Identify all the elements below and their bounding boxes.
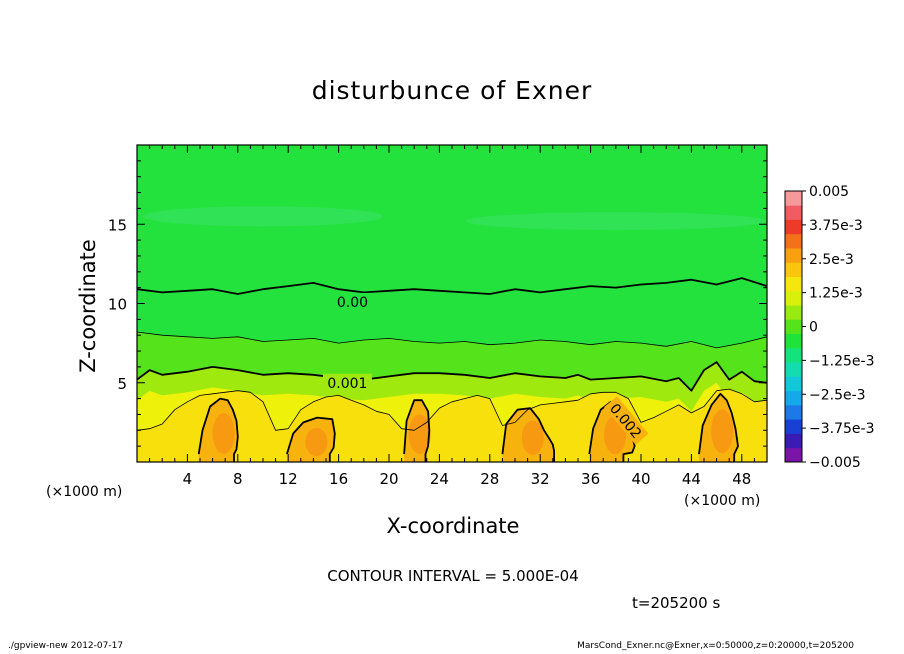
colorbar-band-2 — [785, 433, 802, 449]
field-core-center-4 — [521, 420, 544, 455]
colorbar-band-17 — [785, 219, 802, 235]
colorbar-band-1 — [785, 447, 802, 463]
y-axis-label: Z-coordinate — [76, 239, 100, 373]
contour-line-0.0015-4 — [137, 388, 767, 431]
contour-line-0.002-10 — [698, 392, 739, 462]
x-tick-label-12: 12 — [279, 470, 298, 488]
contour-line-0.002-8 — [501, 407, 555, 462]
x-tick-label-40: 40 — [631, 470, 650, 488]
colorbar-band-7 — [785, 362, 802, 377]
contour-line-0.002-5 — [197, 397, 239, 462]
colorbar-band-13 — [785, 276, 802, 292]
colorbar-label-4: 1.25e-3 — [809, 286, 863, 302]
colorbar-band-11 — [785, 305, 802, 320]
field-core-center-2 — [305, 427, 328, 457]
contour-line-0.002-7 — [403, 399, 431, 462]
contour-label-bg-2 — [322, 373, 372, 391]
colorbar-label-2: 3.75e-3 — [809, 218, 863, 234]
colorbar-label-6: −1.25e-3 — [809, 353, 874, 369]
contour-line-0.001-3 — [137, 361, 767, 392]
contour-label-bg-1 — [332, 292, 373, 310]
y-tick-label-15: 15 — [108, 216, 127, 234]
y-tick-label-5: 5 — [117, 375, 127, 393]
contour-label-group-1: 0.00 — [332, 292, 373, 311]
field-core-center-3 — [408, 414, 431, 454]
x-tick-label-16: 16 — [329, 470, 348, 488]
field-patch-upper-right — [465, 212, 766, 231]
x-tick-label-48: 48 — [732, 470, 751, 488]
field-core-center-1 — [212, 413, 235, 454]
x-tick-label-20: 20 — [379, 470, 398, 488]
colorbar-label-3: 2.5e-3 — [809, 252, 854, 268]
x-tick-label-8: 8 — [233, 470, 243, 488]
contour-line-0.002-6 — [286, 416, 336, 462]
colorbar-band-12 — [785, 290, 802, 306]
colorbar-band-6 — [785, 376, 802, 392]
colorbar-band-15 — [785, 248, 802, 263]
colorbar-band-16 — [785, 233, 802, 249]
x-axis-unit-right: (×1000 m) — [684, 493, 761, 509]
contour-label-2: 0.001 — [327, 376, 367, 392]
footer-source: MarsCond_Exner.nc@Exner,x=0:50000,z=0:20… — [577, 641, 854, 651]
x-axis-label: X-coordinate — [386, 514, 520, 538]
colorbar-band-19 — [785, 191, 802, 206]
colorbar-band-5 — [785, 390, 802, 406]
x-tick-label-24: 24 — [430, 470, 449, 488]
colorbar-label-5: 0 — [809, 320, 818, 336]
colorbar-label-9: −0.005 — [809, 455, 861, 471]
contour-line-0.0005-2 — [137, 331, 767, 349]
contour-label-group-2: 0.001 — [322, 373, 372, 392]
contour-label-bg-3 — [604, 396, 649, 445]
colorbar-band-10 — [785, 319, 802, 335]
x-tick-label-44: 44 — [682, 470, 701, 488]
x-tick-label-32: 32 — [531, 470, 550, 488]
field-core-center-6 — [711, 409, 734, 454]
field-patch-upper-left — [143, 206, 383, 227]
x-tick-label-28: 28 — [480, 470, 499, 488]
contour-interval-text: CONTOUR INTERVAL = 5.000E-04 — [327, 567, 579, 585]
colorbar-band-4 — [785, 404, 802, 420]
colorbar-band-18 — [785, 205, 802, 220]
colorbar-label-8: −3.75e-3 — [809, 421, 874, 437]
colorbar-band-8 — [785, 347, 802, 363]
colorbar-band-14 — [785, 262, 802, 277]
colorbar-band-3 — [785, 419, 802, 434]
contour-label-1: 0.00 — [337, 295, 368, 311]
contour-line-0-1 — [137, 277, 767, 295]
colorbar-band-9 — [785, 333, 802, 349]
x-axis-unit-left: (×1000 m) — [46, 484, 123, 500]
x-tick-label-4: 4 — [183, 470, 193, 488]
colorbar-label-7: −2.5e-3 — [809, 387, 866, 403]
footer-program-date: ./gpview-new 2012-07-17 — [8, 641, 124, 651]
chart-title: disturbunce of Exner — [311, 76, 593, 105]
time-label: t=205200 s — [632, 594, 721, 612]
x-tick-label-36: 36 — [581, 470, 600, 488]
colorbar-label-1: 0.005 — [809, 184, 849, 200]
y-tick-label-10: 10 — [108, 296, 127, 314]
